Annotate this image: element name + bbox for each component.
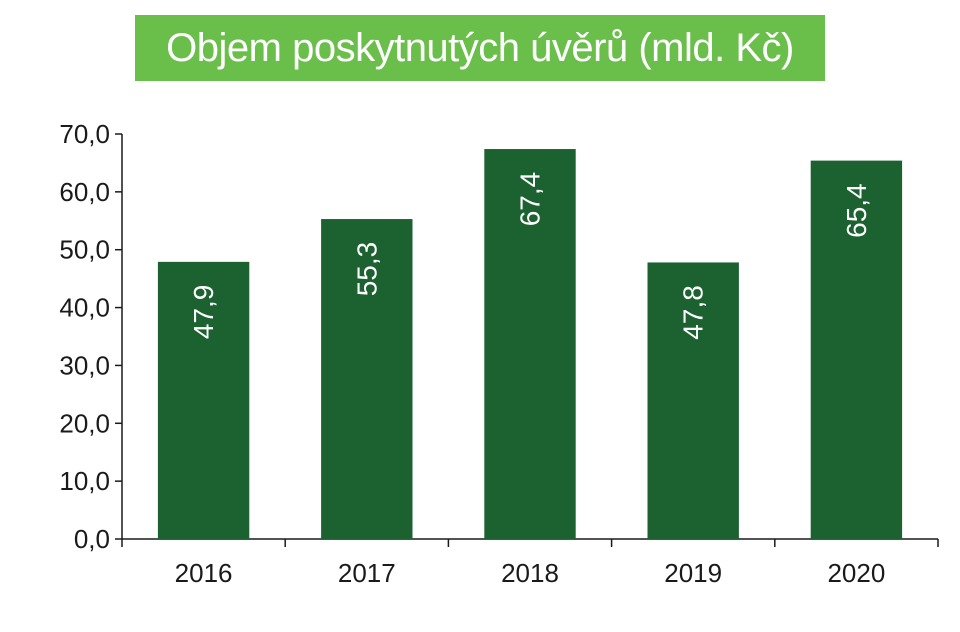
bar-2018 xyxy=(484,149,576,540)
y-tick-label: 70,0 xyxy=(59,119,110,149)
bar-2020 xyxy=(810,160,903,539)
bar-2019 xyxy=(647,262,739,539)
x-tick-label: 2017 xyxy=(338,558,396,588)
chart-title: Objem poskytnutých úvěrů (mld. Kč) xyxy=(166,25,794,70)
y-tick-label: 10,0 xyxy=(59,466,110,496)
x-tick-label: 2016 xyxy=(175,558,233,588)
x-tick-label: 2019 xyxy=(664,558,722,588)
y-tick-label: 30,0 xyxy=(59,350,110,380)
x-axis: 2016 2017 2018 2019 2020 xyxy=(121,538,939,588)
bars xyxy=(157,149,903,540)
data-label-2020: 65,4 xyxy=(841,183,872,238)
x-tick-label: 2018 xyxy=(501,558,559,588)
y-tick-label: 60,0 xyxy=(59,177,110,207)
bar-2016 xyxy=(157,261,250,539)
data-label-2019: 47,8 xyxy=(678,285,709,340)
data-label-2017: 55,3 xyxy=(351,242,382,297)
y-axis: 0,0 10,0 20,0 30,0 40,0 50,0 60,0 70,0 xyxy=(59,119,123,554)
y-tick-label: 40,0 xyxy=(59,293,110,323)
data-label-2016: 47,9 xyxy=(188,285,219,340)
y-tick-label: 20,0 xyxy=(59,408,110,438)
bar-2017 xyxy=(321,219,413,540)
chart-title-banner: Objem poskytnutých úvěrů (mld. Kč) xyxy=(135,15,825,81)
data-labels: 47,9 55,3 67,4 47,8 65,4 xyxy=(188,172,872,340)
data-label-2018: 67,4 xyxy=(515,172,546,227)
y-tick-label: 0,0 xyxy=(74,524,110,554)
y-tick-label: 50,0 xyxy=(59,235,110,265)
x-tick-label: 2020 xyxy=(827,558,885,588)
